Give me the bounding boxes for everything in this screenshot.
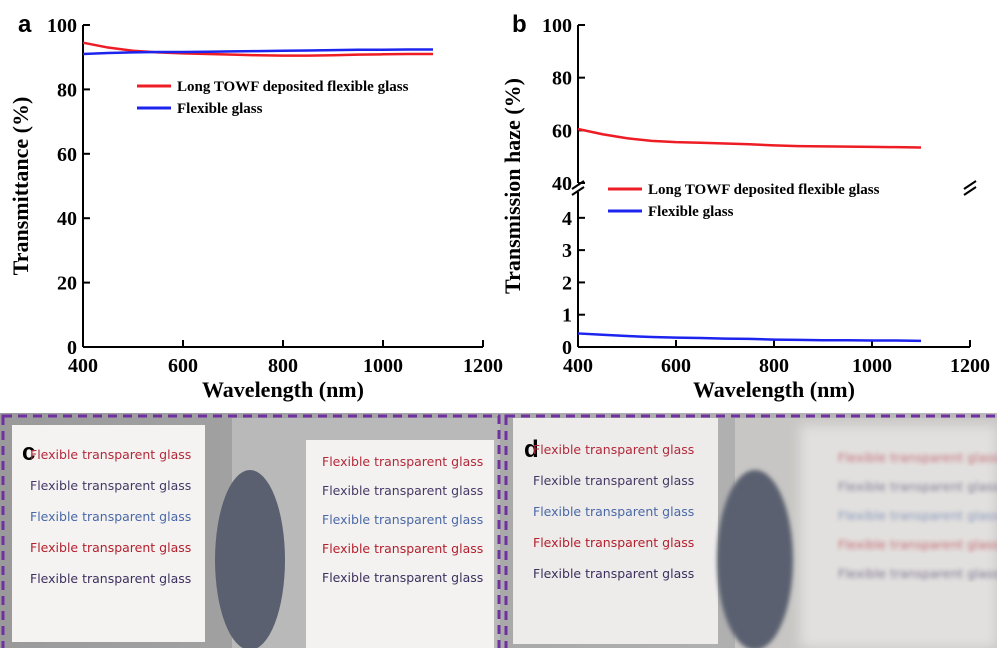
x-tick-label: 400: [563, 355, 593, 377]
photo-text: Flexible transparent glass: [533, 473, 694, 488]
photo-text: Flexible transparent glass: [30, 509, 191, 524]
series-line: [577, 127, 922, 149]
photo-text: Flexible transparent glass: [322, 454, 483, 469]
x-axis-label: Wavelength (nm): [693, 377, 855, 402]
y-tick-label: 40: [57, 208, 77, 230]
glove: [717, 470, 793, 648]
legend-label: Long TOWF deposited flexible glass: [177, 79, 409, 95]
photo-text: Flexible transparent glass: [838, 450, 997, 465]
y-tick-label: 80: [552, 68, 572, 90]
panel-border: [1, 414, 501, 648]
paper: [800, 425, 997, 648]
y-tick-label: 100: [542, 15, 572, 37]
photo-text: Flexible transparent glass: [533, 535, 694, 550]
photo-text: Flexible transparent glass: [838, 537, 997, 552]
y-tick-label: 100: [47, 15, 77, 37]
y-tick-label: 3: [562, 240, 572, 262]
y-tick-label: 40: [552, 173, 572, 195]
y-tick-label: 4: [562, 208, 572, 230]
x-tick-label: 1000: [852, 355, 892, 377]
paper: [12, 425, 205, 642]
y-axis-label: Transmittance (%): [8, 97, 33, 276]
photo-text: Flexible transparent glass: [322, 570, 483, 585]
photo-text: Flexible transparent glass: [533, 566, 694, 581]
axis-break: [963, 186, 977, 196]
y-tick-label: 60: [552, 120, 572, 142]
photo-text: Flexible transparent glass: [30, 571, 191, 586]
y-axis-label: Transmission haze (%): [500, 78, 525, 294]
x-tick-label: 800: [759, 355, 789, 377]
y-tick-label: 60: [57, 144, 77, 166]
x-tick-label: 1000: [363, 355, 403, 377]
x-axis-label: Wavelength (nm): [202, 377, 364, 402]
photo-text: Flexible transparent glass: [838, 566, 997, 581]
axis-break: [571, 186, 585, 196]
photo-text: Flexible transparent glass: [533, 442, 694, 457]
photo-text: Flexible transparent glass: [322, 512, 483, 527]
series-line: [577, 332, 922, 343]
panel-label: b: [512, 11, 527, 38]
legend-label: Flexible glass: [648, 204, 734, 220]
photo-text: Flexible transparent glass: [322, 541, 483, 556]
panel-label: a: [18, 11, 32, 38]
glove: [215, 470, 285, 648]
photo-text: Flexible transparent glass: [322, 483, 483, 498]
panel-border: [504, 414, 997, 648]
y-tick-label: 2: [562, 272, 572, 294]
legend-label: Flexible glass: [177, 101, 263, 117]
photo-text: Flexible transparent glass: [838, 508, 997, 523]
photo-text: Flexible transparent glass: [838, 479, 997, 494]
paper: [513, 418, 718, 644]
series-line: [82, 48, 433, 56]
x-tick-label: 600: [661, 355, 691, 377]
x-tick-label: 1200: [950, 355, 990, 377]
x-tick-label: 400: [68, 355, 98, 377]
y-tick-label: 20: [57, 273, 77, 295]
panel-label: c: [22, 439, 35, 466]
axis-break: [963, 180, 977, 190]
y-tick-label: 80: [57, 79, 77, 101]
photo-text: Flexible transparent glass: [30, 540, 191, 555]
x-tick-label: 600: [168, 355, 198, 377]
y-tick-label: 0: [562, 337, 572, 359]
x-tick-label: 1200: [463, 355, 503, 377]
legend-label: Long TOWF deposited flexible glass: [648, 182, 880, 198]
y-tick-label: 0: [67, 337, 77, 359]
x-tick-label: 800: [268, 355, 298, 377]
photo-text: Flexible transparent glass: [30, 478, 191, 493]
photo-text: Flexible transparent glass: [30, 447, 191, 462]
panel-label: d: [524, 436, 539, 463]
photo-text: Flexible transparent glass: [533, 504, 694, 519]
y-tick-label: 1: [562, 305, 572, 327]
paper: [306, 440, 494, 648]
